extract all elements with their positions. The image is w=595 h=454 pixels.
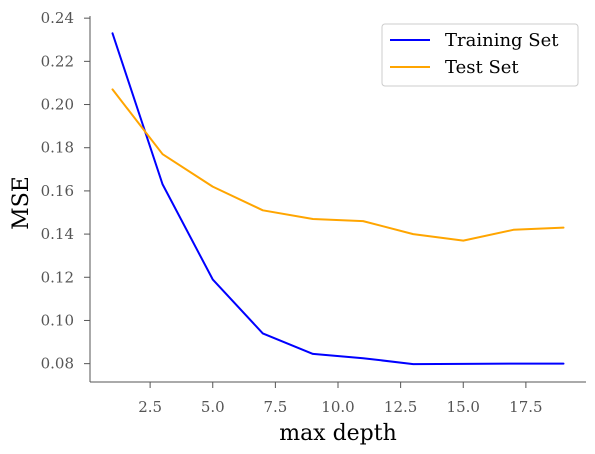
x-tick-label: 7.5 <box>263 398 287 416</box>
x-tick-label: 17.5 <box>509 398 542 416</box>
legend-box <box>381 23 579 87</box>
y-tick-label: 0.12 <box>41 268 74 286</box>
y-tick-label: 0.24 <box>41 9 74 27</box>
x-axis-title: max depth <box>279 421 397 446</box>
y-tick-label: 0.10 <box>41 311 74 329</box>
y-tick-label: 0.22 <box>41 52 74 70</box>
y-tick-label: 0.20 <box>41 96 74 114</box>
legend: Training Set Test Set <box>381 23 579 87</box>
x-tick-label: 5.0 <box>201 398 225 416</box>
legend-label-test: Test Set <box>445 57 519 78</box>
y-tick-label: 0.14 <box>41 225 74 243</box>
tick-marks: 0.08 0.10 0.12 0.14 0.16 0.18 0.20 0.22 0.24 2.5 5… <box>41 9 543 416</box>
y-tick-label: 0.08 <box>41 355 74 373</box>
y-tick-label: 0.18 <box>41 139 74 157</box>
x-tick-label: 10.0 <box>321 398 354 416</box>
test-set-line <box>111 88 565 242</box>
series-lines <box>111 32 565 366</box>
x-tick-label: 15.0 <box>447 398 480 416</box>
legend-label-training: Training Set <box>445 30 559 51</box>
x-tick-label: 2.5 <box>138 398 162 416</box>
y-tick-label: 0.16 <box>41 182 74 200</box>
y-axis-title: MSE <box>9 176 34 230</box>
x-tick-label: 12.5 <box>384 398 417 416</box>
training-set-line <box>111 32 565 366</box>
